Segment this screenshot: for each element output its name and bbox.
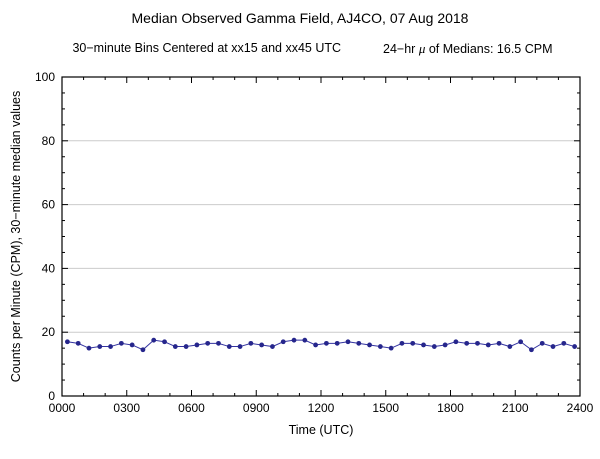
data-point xyxy=(129,342,135,348)
x-tick-label: 1800 xyxy=(437,401,464,415)
data-point xyxy=(367,342,372,348)
chart-title: Median Observed Gamma Field, AJ4CO, 07 A… xyxy=(131,10,469,26)
x-tick-label: 1500 xyxy=(372,401,399,415)
data-point xyxy=(280,339,286,345)
y-tick-label: 20 xyxy=(42,325,56,339)
data-point xyxy=(270,344,275,349)
data-point xyxy=(518,339,524,345)
x-tick-label: 0000 xyxy=(49,401,76,415)
data-point xyxy=(259,342,265,348)
x-tick-label: 2400 xyxy=(567,401,594,415)
data-point xyxy=(388,345,394,351)
y-tick-label: 60 xyxy=(42,198,56,212)
data-point xyxy=(529,347,534,353)
data-point xyxy=(539,340,545,346)
data-point xyxy=(442,342,448,348)
data-point xyxy=(75,340,81,346)
data-point xyxy=(475,340,480,346)
data-point xyxy=(313,342,319,348)
data-point xyxy=(205,340,211,346)
data-point xyxy=(64,339,70,345)
subtitle-bins-text: 30−minute Bins Centered at xx15 and xx45… xyxy=(72,41,342,55)
data-point xyxy=(97,344,103,349)
data-point xyxy=(172,344,178,349)
data-point xyxy=(86,345,92,351)
data-point xyxy=(334,340,340,346)
data-point xyxy=(216,340,221,346)
data-point xyxy=(108,344,113,349)
data-point xyxy=(323,340,329,346)
x-tick-label: 0900 xyxy=(243,401,270,415)
data-point xyxy=(453,339,459,345)
data-point xyxy=(550,344,556,349)
data-point xyxy=(356,340,362,346)
x-tick-label: 2100 xyxy=(502,401,529,415)
data-point xyxy=(194,342,200,348)
data-point xyxy=(561,340,567,346)
mean-prefix: 24−hr xyxy=(383,42,419,56)
data-point xyxy=(302,337,308,343)
chart-subtitle: 30−minute Bins Centered at xx15 and xx45… xyxy=(40,41,585,57)
y-tick-label: 80 xyxy=(42,134,56,148)
data-point xyxy=(377,344,383,349)
data-point xyxy=(464,340,470,346)
data-point xyxy=(237,344,243,349)
data-point xyxy=(431,344,437,349)
x-axis-label: Time (UTC) xyxy=(289,423,354,437)
y-tick-label: 0 xyxy=(48,389,55,403)
x-tick-label: 0600 xyxy=(178,401,205,415)
y-tick-label: 40 xyxy=(42,261,56,275)
data-point xyxy=(118,340,124,346)
mu-symbol: μ xyxy=(418,41,426,56)
data-point xyxy=(572,344,578,349)
x-tick-label: 0300 xyxy=(113,401,140,415)
y-axis-label: Counts per Minute (CPM), 30−minute media… xyxy=(9,91,23,382)
data-point xyxy=(421,342,426,348)
data-point xyxy=(226,344,232,349)
data-point xyxy=(140,347,146,353)
data-point xyxy=(248,340,254,346)
data-point xyxy=(162,339,167,345)
y-tick-label: 100 xyxy=(35,70,55,84)
data-point xyxy=(291,337,297,343)
data-point xyxy=(399,340,405,346)
data-point xyxy=(496,340,502,346)
data-point xyxy=(410,340,416,346)
subtitle-mean-text: 24−hr μ of Medians: 16.5 CPM xyxy=(383,41,552,57)
data-point xyxy=(183,344,189,349)
data-point xyxy=(345,339,351,345)
mean-suffix: of Medians: 16.5 CPM xyxy=(425,42,553,56)
data-point xyxy=(151,337,157,343)
x-tick-label: 1200 xyxy=(308,401,335,415)
data-point xyxy=(507,344,513,349)
data-point xyxy=(485,342,491,348)
